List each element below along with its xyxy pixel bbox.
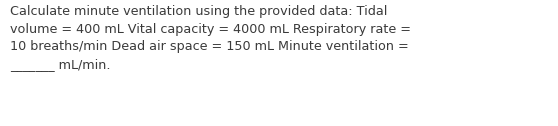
Text: Calculate minute ventilation using the provided data: Tidal
volume = 400 mL Vita: Calculate minute ventilation using the p…	[10, 5, 411, 71]
